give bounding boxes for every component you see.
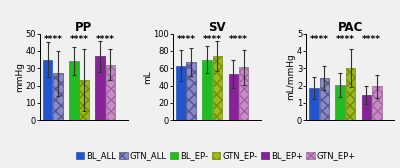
Bar bbox=[106, 65, 115, 120]
Bar bbox=[176, 66, 186, 120]
Text: ****: **** bbox=[96, 35, 115, 44]
Bar bbox=[186, 62, 196, 120]
Title: PP: PP bbox=[75, 21, 92, 34]
Bar bbox=[346, 68, 355, 120]
Bar bbox=[372, 86, 382, 120]
Text: ****: **** bbox=[176, 35, 196, 44]
Title: PAC: PAC bbox=[338, 21, 363, 34]
Bar bbox=[202, 60, 212, 120]
Bar bbox=[53, 73, 63, 120]
Y-axis label: mmHg: mmHg bbox=[15, 62, 24, 92]
Bar bbox=[309, 88, 319, 120]
Bar bbox=[69, 61, 79, 120]
Text: ****: **** bbox=[362, 35, 381, 44]
Bar bbox=[336, 85, 345, 120]
Bar bbox=[239, 67, 248, 120]
Legend: BL_ALL, GTN_ALL, BL_EP-, GTN_EP-, BL_EP+, GTN_EP+: BL_ALL, GTN_ALL, BL_EP-, GTN_EP-, BL_EP+… bbox=[73, 148, 359, 164]
Y-axis label: mL: mL bbox=[143, 70, 152, 84]
Bar bbox=[320, 78, 329, 120]
Bar bbox=[228, 74, 238, 120]
Title: SV: SV bbox=[208, 21, 226, 34]
Y-axis label: mL/mmHg: mL/mmHg bbox=[286, 53, 296, 100]
Bar bbox=[80, 80, 89, 120]
Bar bbox=[95, 56, 105, 120]
Bar bbox=[213, 56, 222, 120]
Bar bbox=[43, 60, 52, 120]
Text: ****: **** bbox=[70, 35, 88, 44]
Text: ****: **** bbox=[43, 35, 62, 44]
Text: ****: **** bbox=[336, 35, 355, 44]
Text: ****: **** bbox=[229, 35, 248, 44]
Bar bbox=[362, 95, 371, 120]
Text: ****: **** bbox=[203, 35, 222, 44]
Text: ****: **** bbox=[310, 35, 329, 44]
